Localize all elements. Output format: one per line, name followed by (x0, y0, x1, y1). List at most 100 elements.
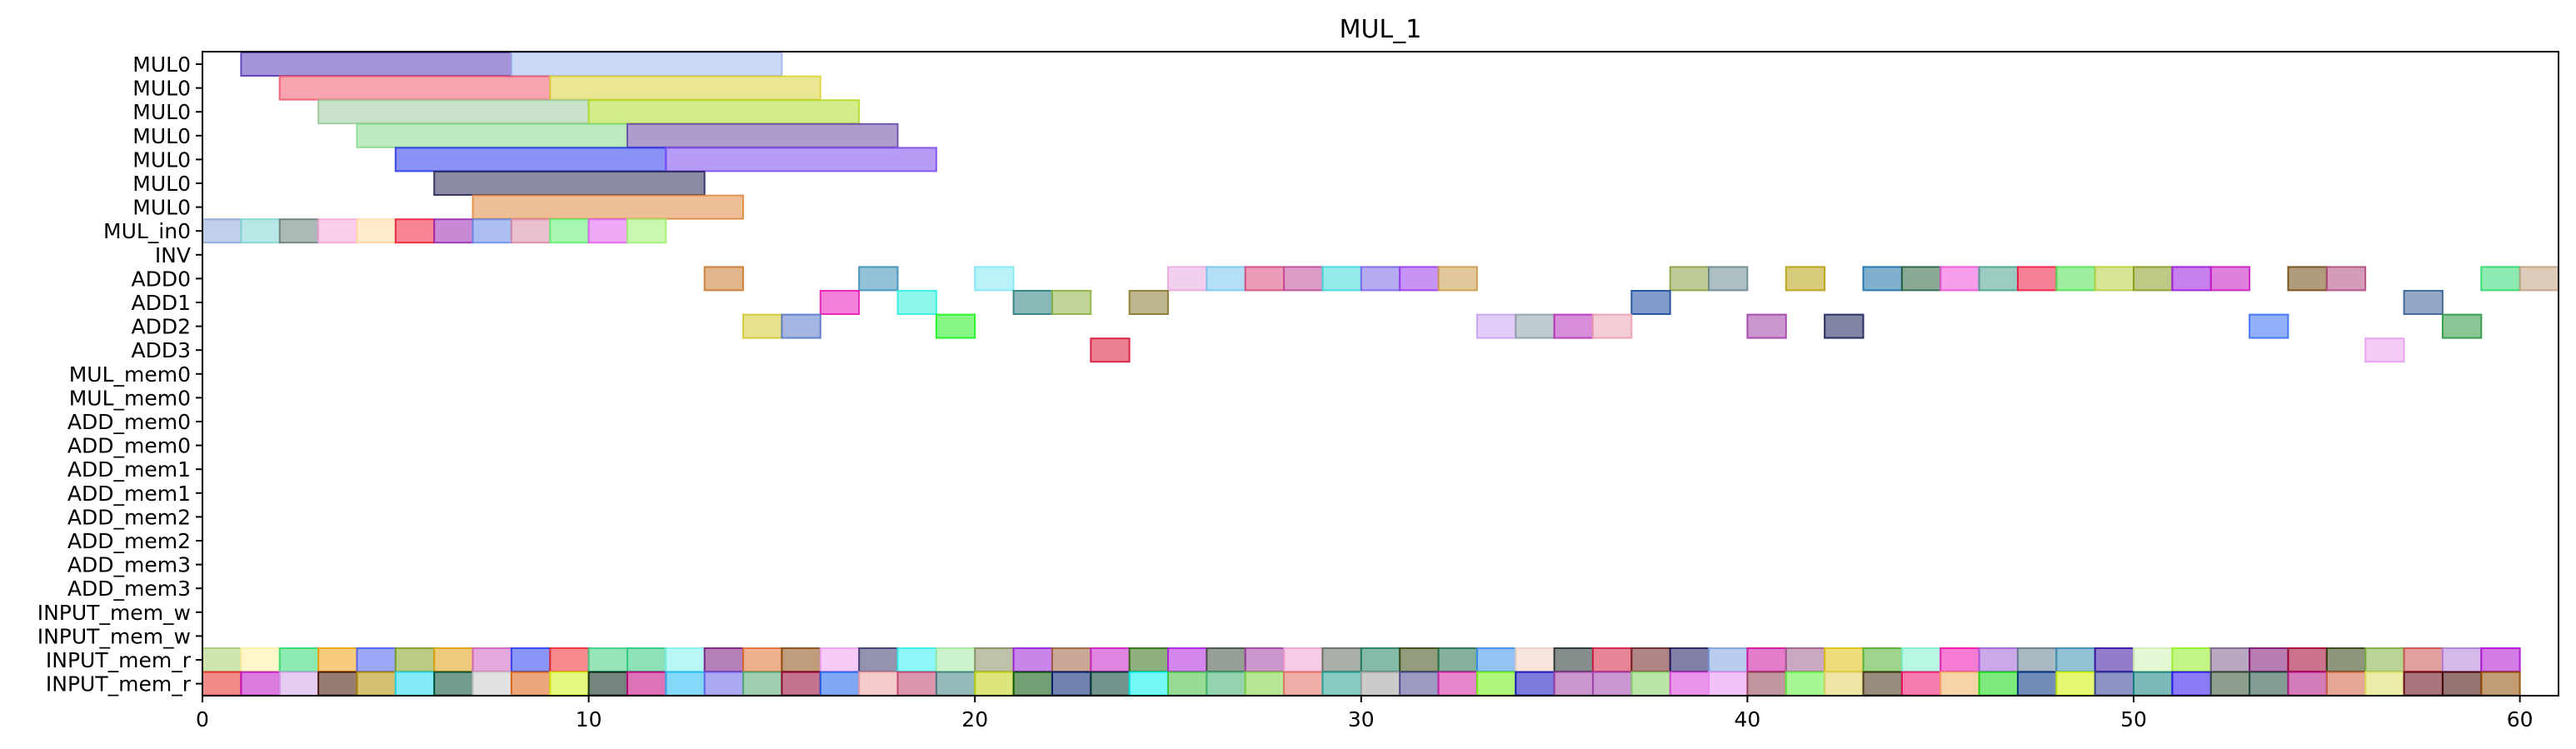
bar-84 (665, 647, 706, 672)
bar-108 (1591, 647, 1633, 672)
bar-187 (2325, 671, 2367, 697)
bar-33 (1399, 266, 1440, 292)
bar-95 (1090, 647, 1131, 672)
bar-154 (1051, 671, 1092, 697)
y-tick-label-9: ADD0 (131, 267, 191, 291)
bar-38 (1862, 266, 1903, 292)
bar-42 (2016, 266, 2058, 292)
bar-75 (317, 647, 358, 672)
bar-83 (626, 647, 667, 672)
y-tick-label-26: INPUT_mem_r (46, 672, 192, 697)
bars-layer (202, 52, 2560, 697)
bar-59 (742, 313, 783, 339)
bar-112 (1746, 647, 1787, 672)
bar-80 (510, 647, 552, 672)
bar-183 (2171, 671, 2212, 697)
bar-19 (472, 218, 512, 244)
bar-90 (896, 647, 937, 672)
bar-56 (1128, 290, 1170, 315)
bar-25 (858, 266, 899, 292)
bar-173 (1785, 671, 1826, 697)
bar-27 (1167, 266, 1208, 292)
bar-189 (2403, 671, 2444, 697)
bar-129 (2403, 647, 2444, 672)
bar-177 (1939, 671, 1980, 697)
y-tick-label-14: MUL_mem0 (69, 386, 191, 410)
bar-53 (896, 290, 937, 315)
bar-10 (433, 171, 706, 196)
bar-0 (240, 52, 512, 77)
bar-101 (1321, 647, 1362, 672)
bar-161 (1321, 671, 1362, 697)
bar-62 (1475, 313, 1517, 339)
bar-163 (1399, 671, 1440, 697)
bar-143 (626, 671, 667, 697)
bar-66 (1746, 313, 1787, 339)
bar-40 (1939, 266, 1980, 292)
bar-99 (1244, 647, 1286, 672)
bar-139 (472, 671, 512, 697)
y-tick-label-16: ADD_mem0 (67, 434, 191, 458)
bar-146 (742, 671, 783, 697)
bar-164 (1437, 671, 1478, 697)
bar-176 (1900, 671, 1942, 697)
x-tick-label-4: 40 (1735, 707, 1761, 732)
bar-12 (202, 218, 242, 244)
bar-29 (1244, 266, 1286, 292)
x-tick-label-6: 60 (2507, 707, 2534, 732)
bar-170 (1669, 671, 1710, 697)
bar-36 (1708, 266, 1749, 292)
bar-32 (1360, 266, 1401, 292)
bar-6 (356, 122, 628, 148)
y-axis: MUL0MUL0MUL0MUL0MUL0MUL0MUL0MUL_in0INVAD… (37, 52, 202, 697)
x-tick-label-2: 20 (961, 707, 988, 732)
bar-113 (1785, 647, 1826, 672)
bar-97 (1167, 647, 1208, 672)
bar-64 (1553, 313, 1594, 339)
bar-122 (2133, 647, 2174, 672)
bar-135 (317, 671, 358, 697)
bar-166 (1515, 671, 1555, 697)
bar-37 (1785, 266, 1826, 292)
bar-185 (2249, 671, 2289, 697)
bar-48 (2287, 266, 2328, 292)
bar-63 (1515, 313, 1555, 339)
bar-50 (2480, 266, 2521, 292)
bar-123 (2171, 647, 2212, 672)
bar-72 (202, 647, 242, 672)
bar-94 (1051, 647, 1092, 672)
bar-184 (2209, 671, 2251, 697)
bar-46 (2171, 266, 2212, 292)
y-tick-label-18: ADD_mem1 (67, 482, 191, 506)
bar-162 (1360, 671, 1401, 697)
x-tick-label-5: 50 (2120, 707, 2147, 732)
bar-30 (1283, 266, 1324, 292)
bar-126 (2287, 647, 2328, 672)
bar-76 (356, 647, 397, 672)
bar-128 (2364, 647, 2405, 672)
y-tick-label-12: ADD3 (131, 338, 191, 362)
bar-67 (1824, 313, 1865, 339)
bar-31 (1321, 266, 1362, 292)
bar-51 (2519, 266, 2560, 292)
y-tick-label-5: MUL0 (132, 172, 191, 196)
y-tick-label-10: ADD1 (131, 291, 191, 315)
bar-157 (1167, 671, 1208, 697)
bar-82 (587, 647, 628, 672)
bar-73 (240, 647, 281, 672)
bar-188 (2364, 671, 2405, 697)
bar-68 (2249, 313, 2289, 339)
bar-169 (1630, 671, 1671, 697)
y-tick-label-25: INPUT_mem_r (46, 648, 192, 672)
y-tick-label-8: INV (155, 243, 191, 267)
bar-39 (1900, 266, 1942, 292)
y-tick-label-21: ADD_mem3 (67, 553, 191, 577)
bar-103 (1399, 647, 1440, 672)
bar-44 (2094, 266, 2135, 292)
bar-116 (1900, 647, 1942, 672)
bar-190 (2441, 671, 2483, 697)
bar-13 (240, 218, 281, 244)
y-tick-label-1: MUL0 (132, 77, 191, 101)
y-tick-label-4: MUL0 (132, 147, 191, 172)
bar-125 (2249, 647, 2289, 672)
